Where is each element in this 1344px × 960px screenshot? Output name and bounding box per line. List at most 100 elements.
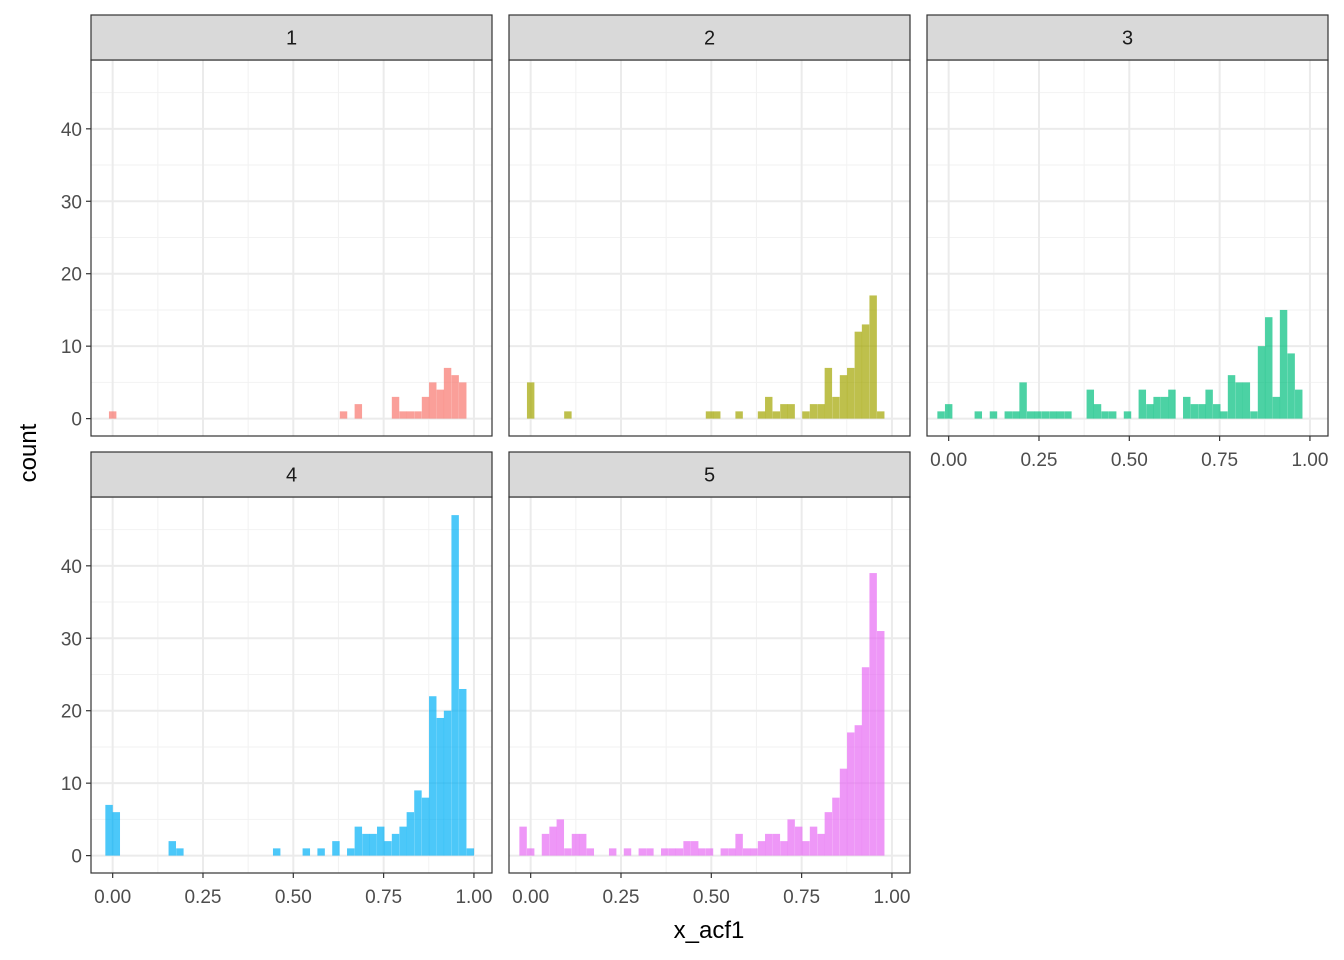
histogram-bar: [802, 411, 810, 419]
facet-strip: [90, 14, 493, 61]
histogram-bar: [1026, 411, 1035, 419]
histogram-bar: [757, 841, 766, 856]
histogram-bar: [302, 848, 311, 856]
histogram-bar: [757, 411, 766, 419]
histogram-bar: [1086, 389, 1095, 419]
histogram-bar: [436, 389, 445, 419]
histogram-bar: [1250, 411, 1258, 419]
x-tick-label: 0.50: [275, 887, 312, 908]
histogram-bar: [937, 411, 945, 419]
x-tick-label: 0.50: [1111, 450, 1148, 471]
y-tick-label: 40: [61, 557, 82, 578]
histogram-bar: [847, 367, 855, 419]
histogram-bar: [713, 411, 721, 419]
histogram-bar: [735, 833, 743, 856]
x-tick-label: 1.00: [1291, 450, 1328, 471]
histogram-bar: [578, 833, 587, 856]
histogram-bar: [989, 411, 998, 419]
histogram-bar: [974, 411, 983, 419]
histogram-bar: [690, 841, 699, 856]
histogram-bar: [272, 848, 281, 856]
facet-panel-3: 3 0.00 0.25 0.50 0.75 1.00: [926, 14, 1329, 471]
y-tick-label: 0: [71, 410, 82, 431]
histogram-bar: [698, 848, 706, 856]
histogram-bar: [839, 375, 848, 419]
y-tick-label: 30: [61, 192, 82, 213]
histogram-bar: [869, 573, 877, 856]
x-axis-title: x_acf1: [674, 917, 745, 944]
histogram-bar: [354, 404, 363, 419]
histogram-bar: [765, 396, 773, 419]
facet-strip: [90, 451, 493, 498]
y-tick-label: 10: [61, 774, 82, 795]
histogram-bar: [944, 404, 953, 419]
histogram-bar: [1190, 404, 1199, 419]
histogram-bar: [832, 396, 840, 419]
histogram-bar: [705, 411, 714, 419]
x-tick-label: 0.00: [930, 450, 967, 471]
histogram-bar: [421, 797, 430, 856]
histogram-bar: [861, 667, 870, 856]
histogram-bar: [765, 833, 773, 856]
histogram-bar: [332, 841, 340, 856]
histogram-bar: [414, 411, 422, 419]
facet-strip: [508, 14, 911, 61]
histogram-bar: [1235, 382, 1243, 419]
x-tick-label: 0.25: [184, 887, 221, 908]
histogram-bar: [406, 812, 415, 856]
histogram-bar: [443, 367, 452, 419]
histogram-bar: [1012, 411, 1020, 419]
histogram-bar: [112, 812, 121, 856]
histogram-bar: [429, 382, 437, 419]
histogram-bar: [1153, 396, 1161, 419]
histogram-bar: [1123, 411, 1132, 419]
y-axis-title: count: [15, 423, 42, 482]
histogram-bar: [705, 848, 714, 856]
facet-strip-label: 2: [704, 28, 715, 50]
histogram-bar: [824, 367, 833, 419]
histogram-bar: [817, 833, 825, 856]
histogram-bar: [854, 331, 863, 419]
histogram-bar: [780, 841, 788, 856]
histogram-bar: [108, 411, 117, 419]
histogram-bar: [1242, 382, 1251, 419]
histogram-bar: [780, 404, 788, 419]
histogram-bar: [1019, 382, 1027, 419]
histogram-bar: [362, 833, 370, 856]
y-tick-label: 40: [61, 120, 82, 141]
histogram-bar: [443, 710, 452, 856]
histogram-bar: [347, 848, 355, 856]
panel-background: [91, 60, 492, 436]
histogram-bar: [728, 848, 736, 856]
histogram-bar: [1049, 411, 1057, 419]
histogram-bar: [861, 324, 870, 419]
histogram-bar: [421, 396, 430, 419]
histogram-bar: [556, 819, 565, 856]
histogram-bar: [847, 732, 855, 856]
y-tick-label: 20: [61, 265, 82, 286]
histogram-bar: [1034, 411, 1042, 419]
histogram-bar: [608, 848, 617, 856]
histogram-bar: [1004, 411, 1013, 419]
x-tick-label: 0.25: [602, 887, 639, 908]
histogram-bar: [168, 841, 177, 856]
histogram-bar: [809, 404, 818, 419]
histogram-bar: [1257, 346, 1266, 419]
histogram-bar: [750, 848, 758, 856]
histogram-bar: [802, 841, 810, 856]
x-tick-label: 0.75: [783, 887, 820, 908]
histogram-bar: [660, 848, 669, 856]
histogram-bar: [549, 826, 557, 856]
x-tick-label: 0.00: [94, 887, 131, 908]
histogram-bar: [668, 848, 677, 856]
histogram-bar: [817, 404, 825, 419]
histogram-bar: [1160, 396, 1169, 419]
histogram-bar: [105, 804, 113, 856]
histogram-bar: [772, 411, 781, 419]
histogram-bar: [638, 848, 647, 856]
histogram-bar: [466, 848, 475, 856]
histogram-bar: [414, 790, 422, 856]
